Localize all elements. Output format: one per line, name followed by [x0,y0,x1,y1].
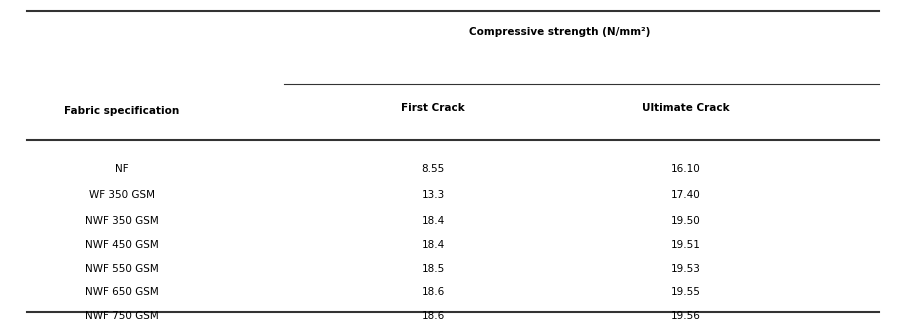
Text: First Crack: First Crack [401,103,465,113]
Text: NWF 750 GSM: NWF 750 GSM [85,311,159,321]
Text: 18.4: 18.4 [421,215,445,226]
Text: NWF 650 GSM: NWF 650 GSM [85,287,159,298]
Text: 19.55: 19.55 [670,287,701,298]
Text: 19.56: 19.56 [670,311,701,321]
Text: 18.4: 18.4 [421,240,445,250]
Text: 8.55: 8.55 [421,164,445,174]
Text: 19.53: 19.53 [670,264,701,274]
Text: NWF 550 GSM: NWF 550 GSM [85,264,159,274]
Text: NWF 450 GSM: NWF 450 GSM [85,240,159,250]
Text: 18.6: 18.6 [421,311,445,321]
Text: 17.40: 17.40 [671,190,700,200]
Text: NWF 350 GSM: NWF 350 GSM [85,215,159,226]
Text: Compressive strength (N/mm²): Compressive strength (N/mm²) [468,27,650,37]
Text: 19.50: 19.50 [671,215,700,226]
Text: NF: NF [115,164,129,174]
Text: 19.51: 19.51 [670,240,701,250]
Text: Ultimate Crack: Ultimate Crack [641,103,730,113]
Text: 18.5: 18.5 [421,264,445,274]
Text: WF 350 GSM: WF 350 GSM [88,190,155,200]
Text: 16.10: 16.10 [671,164,700,174]
Text: 18.6: 18.6 [421,287,445,298]
Text: Fabric specification: Fabric specification [64,106,179,116]
Text: 13.3: 13.3 [421,190,445,200]
